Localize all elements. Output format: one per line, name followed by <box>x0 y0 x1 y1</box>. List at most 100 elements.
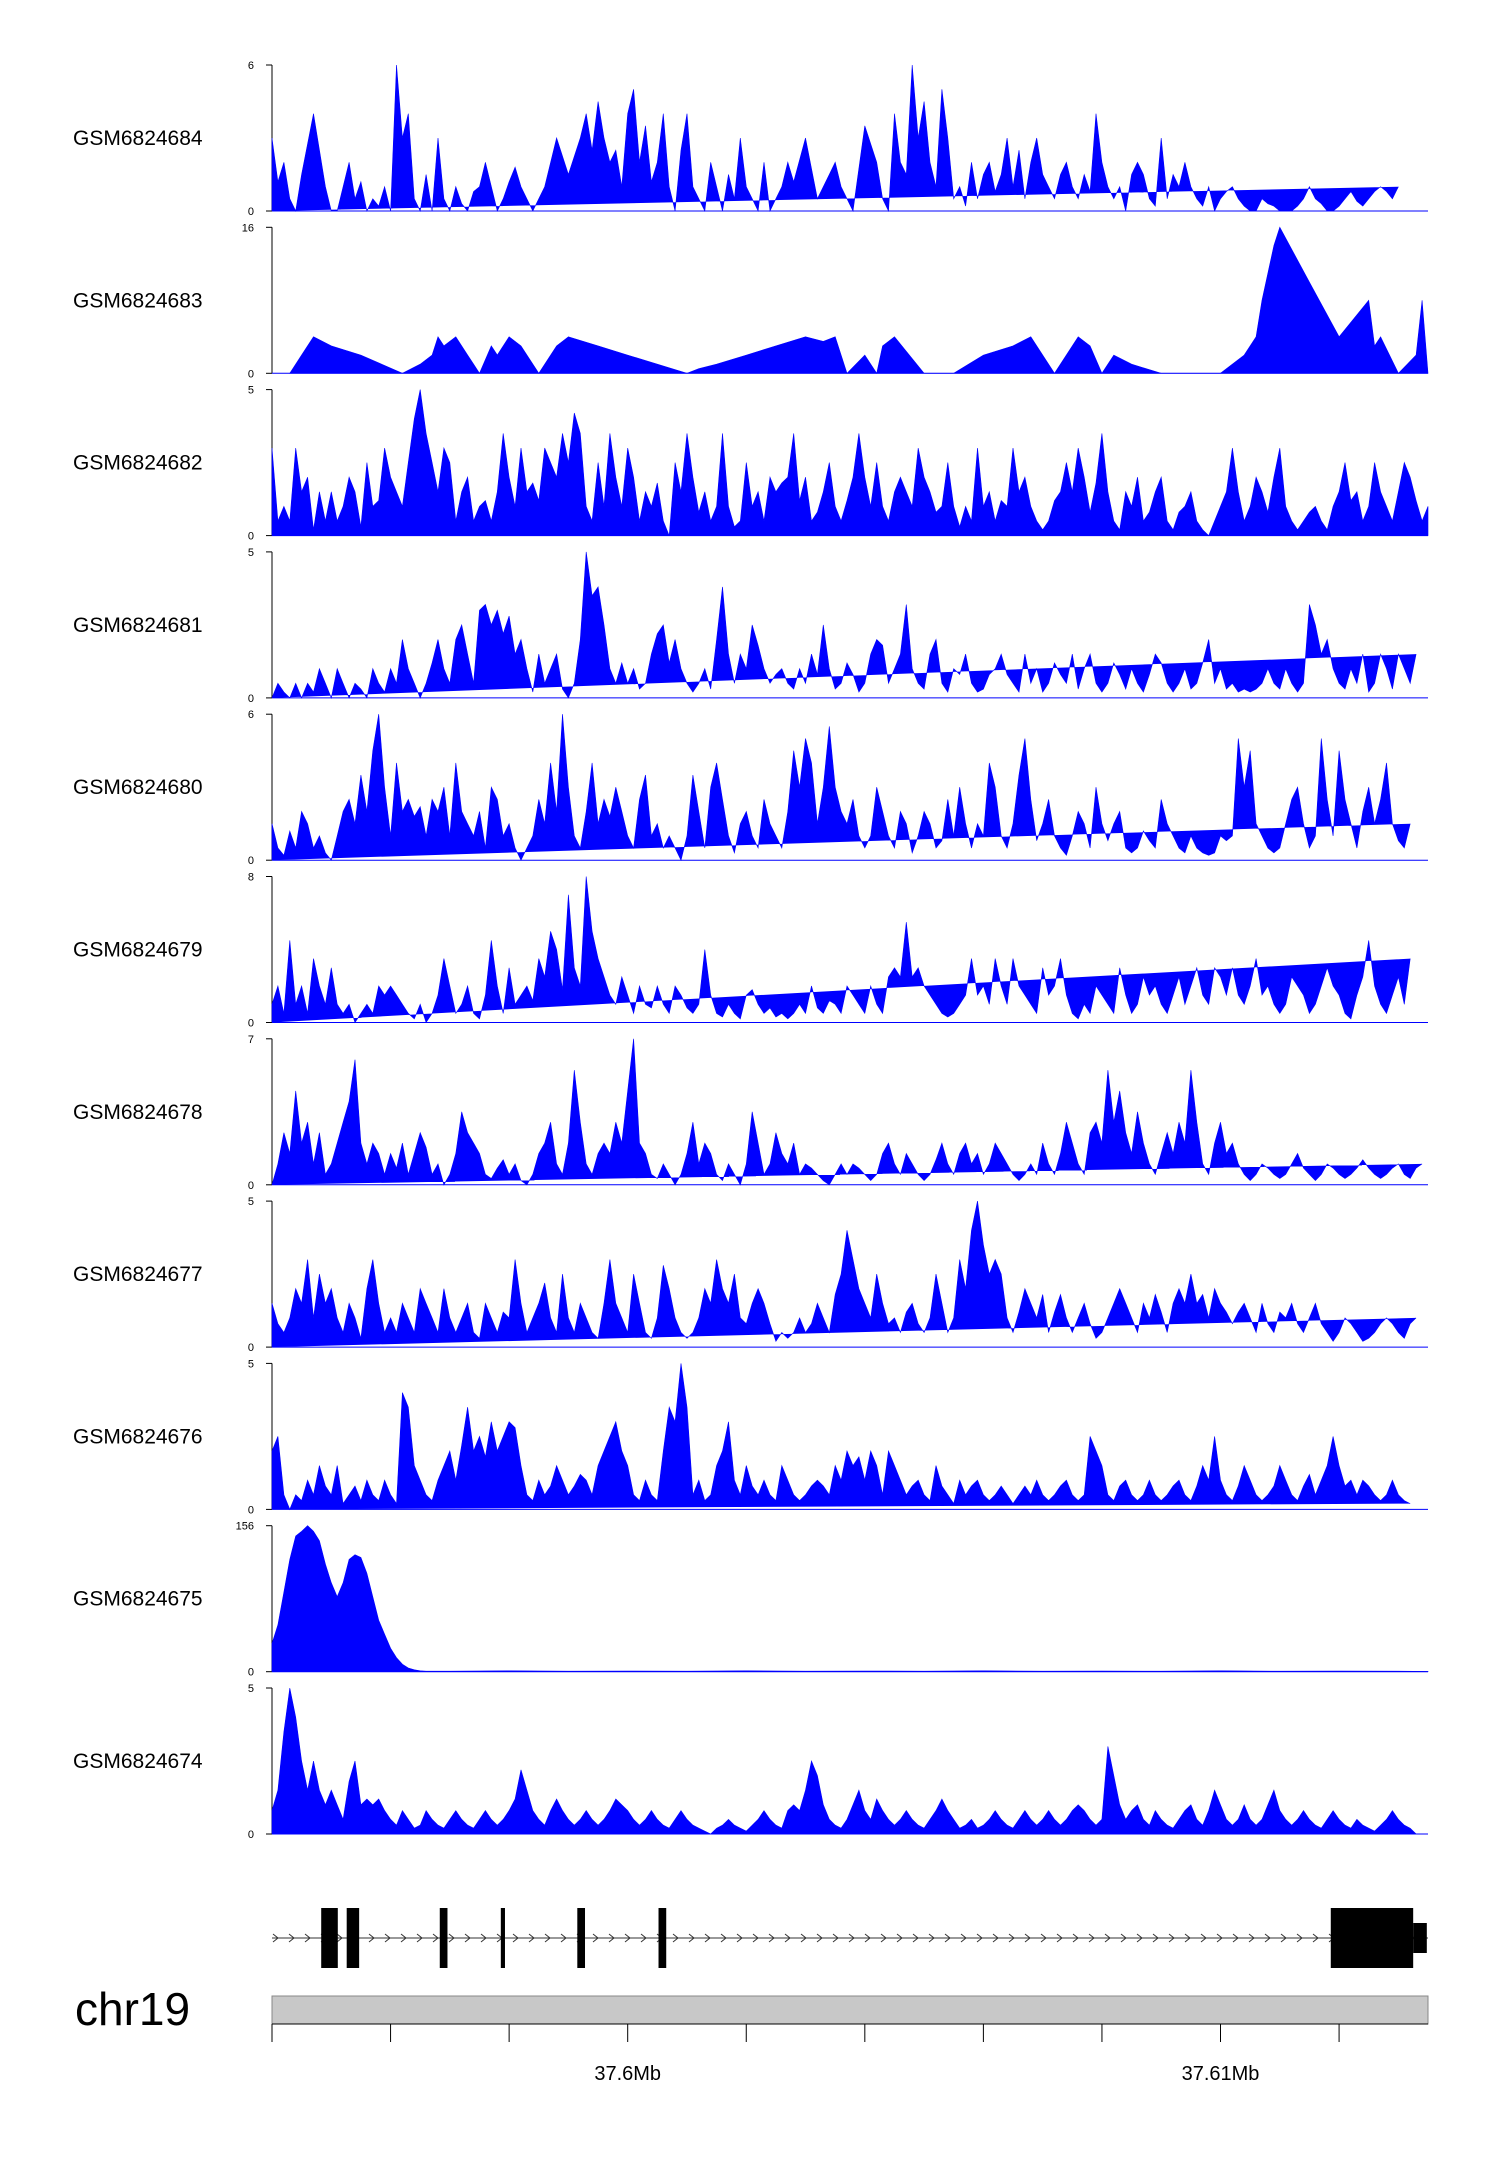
gene-model-track <box>272 1908 1428 1968</box>
y-max-label: 5 <box>248 547 254 559</box>
track-label: GSM6824674 <box>73 1750 203 1773</box>
strand-arrow <box>416 1933 423 1943</box>
chromosome-label: chr19 <box>75 1983 190 2035</box>
strand-arrow <box>592 1933 599 1943</box>
strand-arrow <box>944 1933 951 1943</box>
strand-arrow <box>1152 1933 1159 1943</box>
y-max-label: 156 <box>236 1521 254 1533</box>
strand-arrow <box>1120 1933 1127 1943</box>
strand-arrow <box>1088 1933 1095 1943</box>
y-min-label: 0 <box>248 855 254 867</box>
track-label: GSM6824677 <box>73 1263 203 1286</box>
exon <box>577 1908 586 1968</box>
x-tick-label: 37.61Mb <box>1182 2063 1260 2085</box>
track-label: GSM6824681 <box>73 614 203 637</box>
coverage-area <box>271 1363 1411 1511</box>
strand-arrow <box>1280 1933 1287 1943</box>
strand-arrow <box>672 1933 679 1943</box>
coverage-area <box>271 1201 1417 1348</box>
strand-arrow <box>400 1933 407 1943</box>
y-max-label: 16 <box>242 222 254 234</box>
strand-arrow <box>1056 1933 1063 1943</box>
y-max-label: 8 <box>248 872 254 884</box>
track-GSM6824674: GSM6824674 5 0 <box>73 1683 1428 1841</box>
strand-arrow <box>304 1933 311 1943</box>
track-GSM6824684: GSM6824684 6 0 <box>73 60 1428 218</box>
strand-arrow <box>288 1933 295 1943</box>
y-min-label: 0 <box>248 1018 254 1030</box>
strand-arrow <box>1040 1933 1047 1943</box>
exon <box>1330 1908 1414 1968</box>
y-min-label: 0 <box>248 531 254 543</box>
strand-arrow <box>1200 1933 1207 1943</box>
strand-arrow <box>432 1933 439 1943</box>
track-label: GSM6824682 <box>73 452 203 475</box>
strand-arrow <box>832 1933 839 1943</box>
y-max-label: 6 <box>248 60 254 72</box>
strand-arrow <box>688 1933 695 1943</box>
strand-arrow <box>848 1933 855 1943</box>
coverage-area <box>271 551 1417 699</box>
strand-arrow <box>1248 1933 1255 1943</box>
y-min-label: 0 <box>248 1180 254 1192</box>
strand-arrow <box>1104 1933 1111 1943</box>
track-label: GSM6824683 <box>73 289 203 312</box>
track-label: GSM6824680 <box>73 776 203 799</box>
track-GSM6824677: GSM6824677 5 0 <box>73 1196 1428 1354</box>
y-min-label: 0 <box>248 1667 254 1679</box>
track-GSM6824678: GSM6824678 7 0 <box>73 1034 1428 1192</box>
strand-arrow <box>384 1933 391 1943</box>
y-min-label: 0 <box>248 1342 254 1354</box>
strand-arrow <box>336 1933 343 1943</box>
strand-arrow <box>528 1933 535 1943</box>
strand-arrow <box>608 1933 615 1943</box>
y-max-label: 5 <box>248 1683 254 1695</box>
y-max-label: 7 <box>248 1034 254 1046</box>
coverage-area <box>271 64 1399 213</box>
strand-arrow <box>912 1933 919 1943</box>
coverage-area <box>271 1687 1417 1835</box>
x-tick-label: 37.6Mb <box>594 2063 661 2085</box>
coverage-area <box>271 714 1411 862</box>
y-min-label: 0 <box>248 693 254 705</box>
strand-arrow <box>1184 1933 1191 1943</box>
strand-arrow <box>1136 1933 1143 1943</box>
coverage-area <box>271 1525 1429 1672</box>
strand-arrow <box>544 1933 551 1943</box>
strand-arrow <box>1008 1933 1015 1943</box>
coverage-area <box>271 389 1429 537</box>
strand-arrow <box>928 1933 935 1943</box>
track-GSM6824681: GSM6824681 5 0 <box>73 547 1428 705</box>
strand-arrow <box>1296 1933 1303 1943</box>
strand-arrow <box>464 1933 471 1943</box>
y-min-label: 0 <box>248 368 254 380</box>
y-max-label: 5 <box>248 385 254 397</box>
strand-arrow <box>896 1933 903 1943</box>
track-label: GSM6824684 <box>73 127 203 150</box>
strand-arrow <box>960 1933 967 1943</box>
y-max-label: 6 <box>248 709 254 721</box>
track-GSM6824680: GSM6824680 6 0 <box>73 709 1428 867</box>
strand-arrow <box>368 1933 375 1943</box>
coverage-area <box>271 1038 1423 1186</box>
strand-arrow <box>1024 1933 1031 1943</box>
exon <box>1413 1923 1427 1953</box>
track-GSM6824683: GSM6824683 16 0 <box>73 222 1429 380</box>
coverage-area <box>289 226 1429 375</box>
y-min-label: 0 <box>248 1829 254 1841</box>
track-GSM6824675: GSM6824675 156 0 <box>73 1521 1429 1679</box>
strand-arrow <box>1312 1933 1319 1943</box>
strand-arrow <box>624 1933 631 1943</box>
track-GSM6824682: GSM6824682 5 0 <box>73 385 1429 543</box>
exon <box>500 1908 505 1968</box>
exon <box>346 1908 360 1968</box>
track-label: GSM6824675 <box>73 1588 203 1611</box>
y-max-label: 5 <box>248 1196 254 1208</box>
coverage-tracks: GSM682468460GSM6824683160GSM682468250GSM… <box>73 60 1429 1841</box>
genome-axis: 37.6Mb 37.61Mb <box>271 2023 1428 2085</box>
strand-arrow <box>640 1933 647 1943</box>
ideogram-band <box>271 1995 1429 2025</box>
chromosome-ideogram: chr19 <box>75 1983 1429 2035</box>
coverage-area <box>271 876 1411 1024</box>
